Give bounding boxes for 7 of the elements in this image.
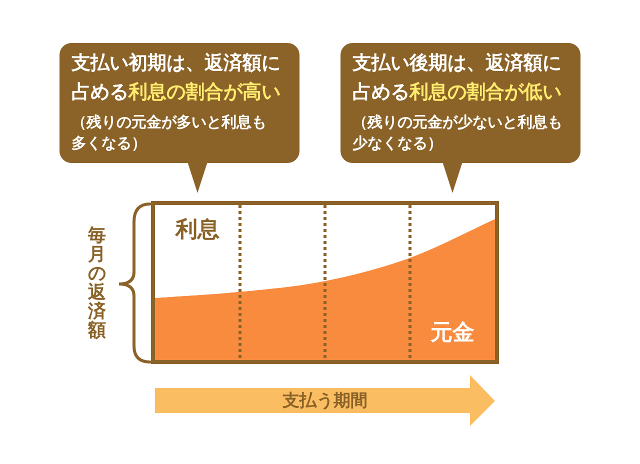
text: 利息の割合が高い: [128, 81, 280, 103]
text: （残りの元金が少ないと利息も少なくなる）: [352, 113, 562, 152]
series-label: 元金: [430, 320, 474, 346]
x-axis-title: 支払う期間: [282, 391, 368, 411]
text: （残りの元金が多いと利息も多くなる）: [72, 113, 266, 152]
text: 利息の割合が低い: [408, 81, 562, 103]
y-axis-title: 毎月の返済額: [87, 224, 107, 340]
